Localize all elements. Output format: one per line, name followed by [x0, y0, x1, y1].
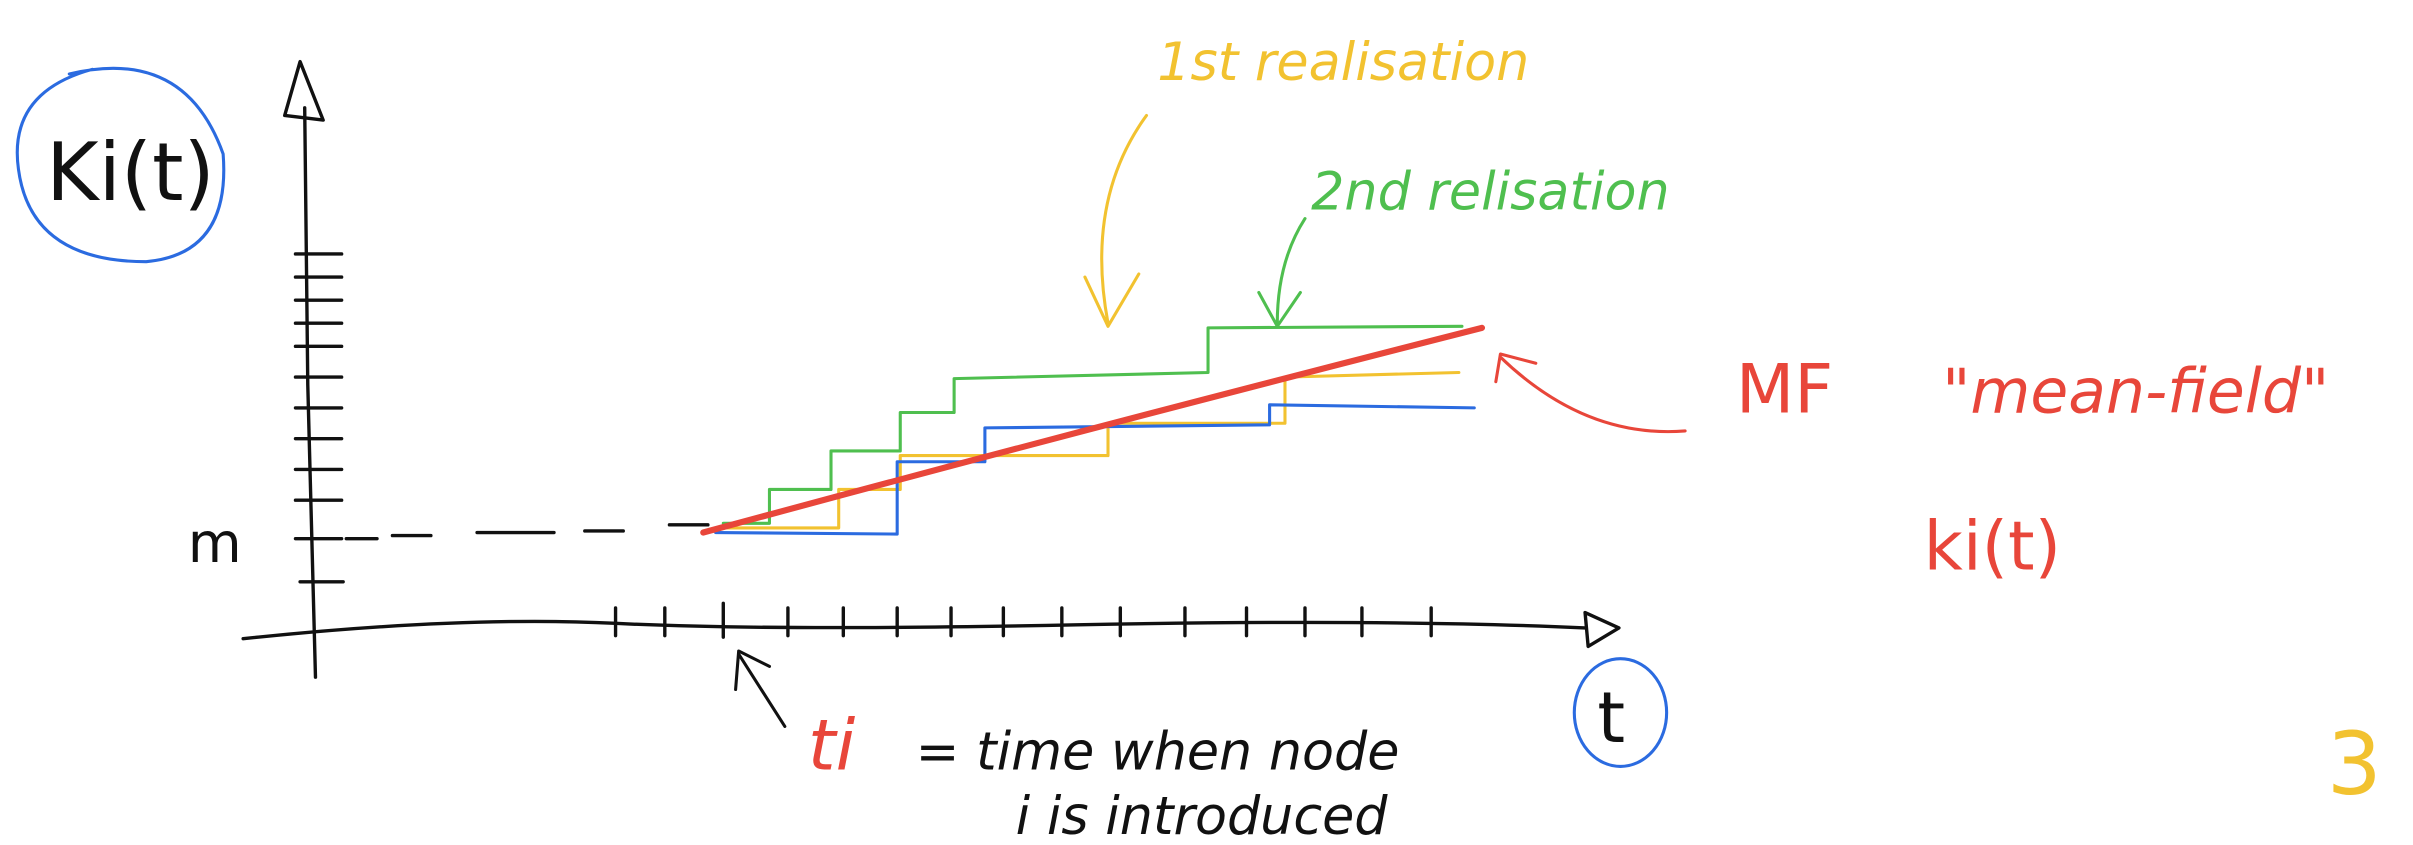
mf-abbr: MF: [1736, 349, 1833, 428]
page: {"axis_label_y": "Ki(t)", "axis_label_x"…: [0, 0, 2413, 845]
ti-symbol: ti: [808, 704, 856, 787]
y-ticks: [295, 254, 343, 582]
m-dashes: [346, 525, 708, 539]
first-realisation-steps: [716, 372, 1459, 527]
page-number: 3: [2327, 715, 2382, 815]
x-axis: [243, 621, 1585, 638]
mean-field-arrow: [1496, 354, 1685, 432]
second-realisation-steps: [723, 326, 1462, 523]
third-realisation-steps: [716, 405, 1475, 534]
mf-symbol: ki(t): [1924, 506, 2061, 585]
y-axis-label: Ki(t): [46, 126, 215, 219]
y-axis: [305, 108, 316, 677]
mf-name: "mean-field": [1942, 355, 2329, 427]
ti-line2: i is introduced: [1016, 786, 1389, 845]
x-ticks: [616, 603, 1432, 637]
second-arrow: [1259, 219, 1305, 327]
mean-field-line: [703, 328, 1482, 533]
diagram: Ki(t) m t 1st realisation 2nd relisation…: [0, 0, 2413, 845]
ti-line1: = time when node: [916, 722, 1400, 783]
second-label: 2nd relisation: [1311, 161, 1670, 222]
ti-arrow: [736, 651, 785, 726]
m-label: m: [188, 512, 242, 576]
x-axis-label: t: [1597, 676, 1625, 759]
first-label: 1st realisation: [1157, 32, 1529, 93]
axes: [243, 62, 1619, 678]
x-axis-arrow: [1585, 613, 1619, 647]
first-arrow: [1085, 115, 1147, 326]
